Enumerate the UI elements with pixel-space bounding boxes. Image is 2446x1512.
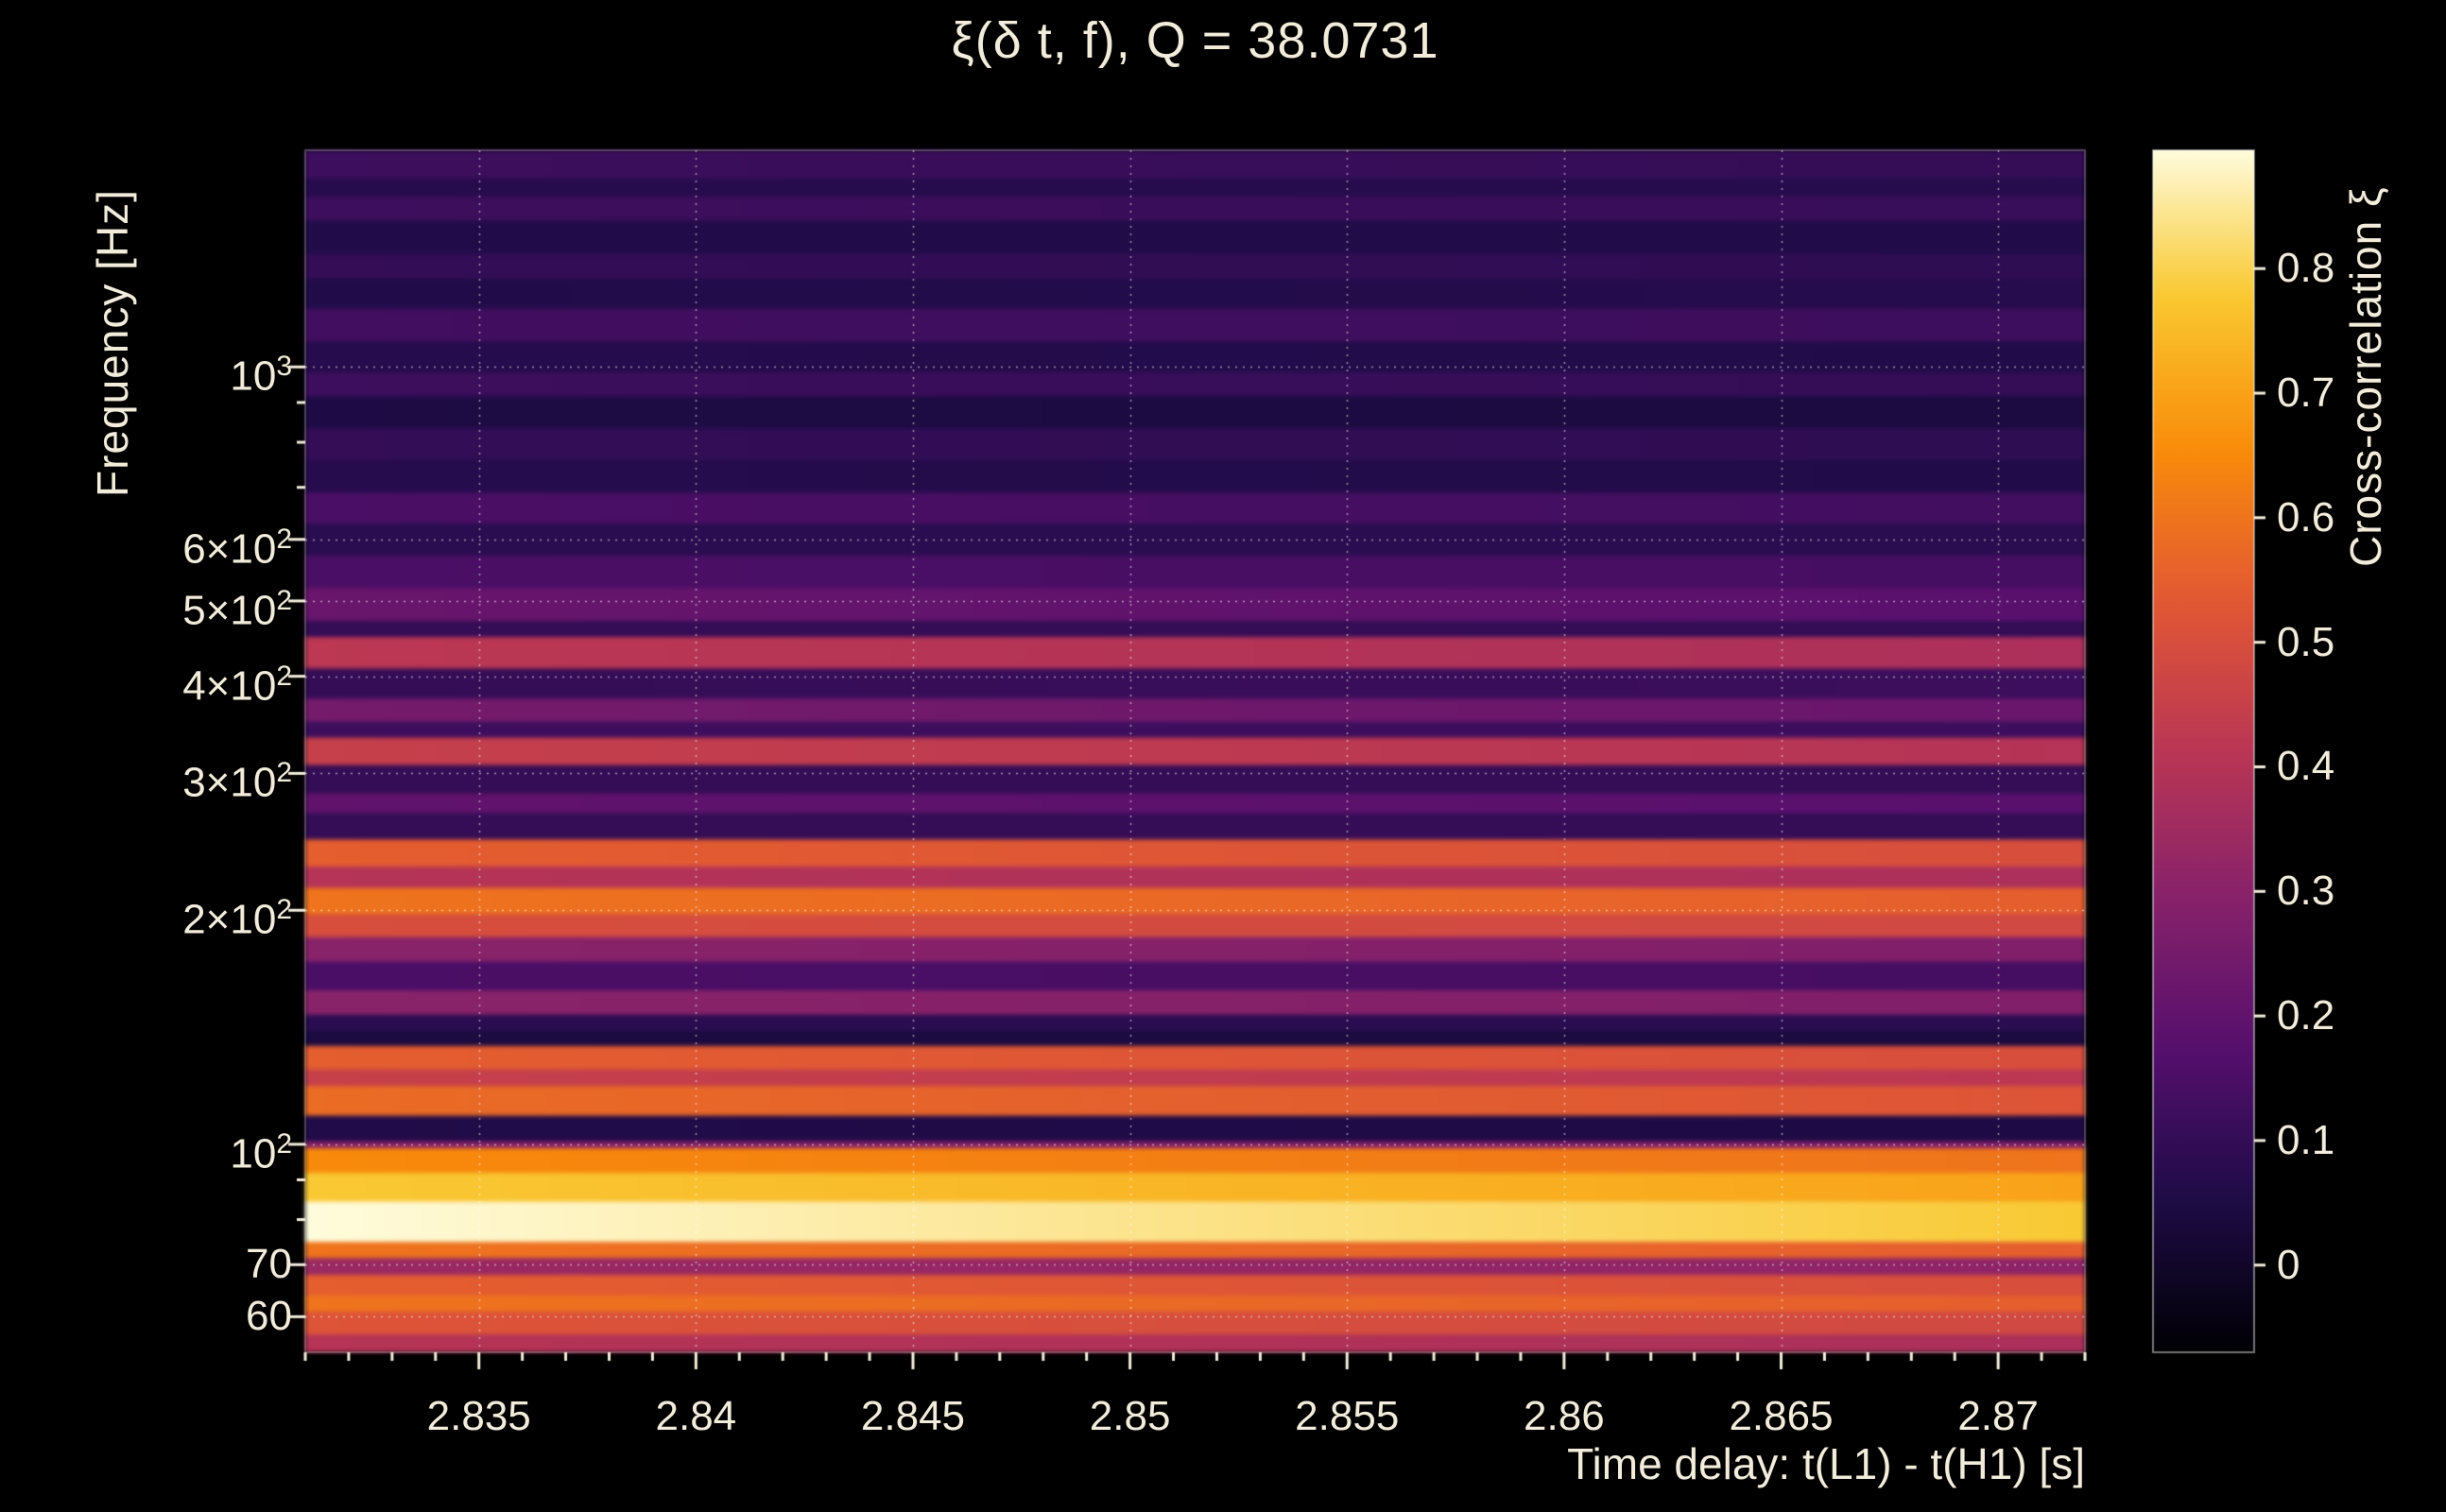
x-tick-label: 2.86 <box>1524 1393 1605 1439</box>
colorbar-tick-label: 0.6 <box>2277 493 2335 541</box>
colorbar-tick-label: 0.4 <box>2277 743 2335 790</box>
x-tick-label: 2.855 <box>1295 1393 1400 1439</box>
colorbar-tick-label: 0.5 <box>2277 618 2335 665</box>
y-tick-label: 6×102 <box>182 523 292 573</box>
colorbar-tick-label: 0.7 <box>2277 369 2335 417</box>
colorbar-tick-label: 0.2 <box>2277 992 2335 1040</box>
colorbar-tick-label: 0.1 <box>2277 1116 2335 1163</box>
colorbar-tick-label: 0.8 <box>2277 245 2335 292</box>
y-tick-label: 102 <box>230 1127 292 1177</box>
colorbar-label: Cross-correlation ξ <box>2341 186 2390 567</box>
y-tick-label: 3×102 <box>182 757 292 807</box>
x-axis-label: Time delay: t(L1) - t(H1) [s] <box>1567 1439 2085 1488</box>
chart-title: ξ(δ t, f), Q = 38.0731 <box>951 12 1439 69</box>
x-tick-label: 2.87 <box>1957 1393 2039 1439</box>
y-tick-label: 70 <box>246 1241 292 1288</box>
x-tick-label: 2.84 <box>655 1393 737 1439</box>
x-tick-label: 2.845 <box>860 1393 966 1439</box>
y-tick-label: 60 <box>246 1293 292 1340</box>
colorbar-tick-label: 0.3 <box>2277 868 2335 915</box>
y-tick-label: 103 <box>230 351 292 400</box>
x-tick-label: 2.865 <box>1729 1393 1834 1439</box>
y-tick-label: 5×102 <box>182 584 292 634</box>
colorbar-tick-label: 0 <box>2277 1241 2300 1288</box>
x-tick-label: 2.85 <box>1089 1393 1171 1439</box>
x-tick-label: 2.835 <box>426 1393 531 1439</box>
y-axis-label: Frequency [Hz] <box>88 189 137 497</box>
y-tick-label: 2×102 <box>182 894 292 943</box>
y-tick-label: 4×102 <box>182 660 292 710</box>
